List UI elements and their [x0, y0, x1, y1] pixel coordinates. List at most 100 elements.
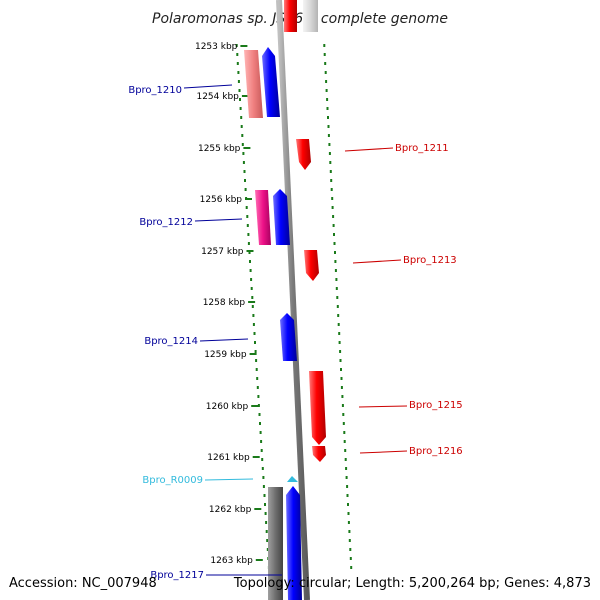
ruler-dot [240, 125, 243, 128]
trna-feature-bpro-r0009 [287, 476, 298, 482]
tick-mark [248, 301, 256, 303]
ruler-dot [249, 269, 252, 272]
ruler-dot [256, 377, 259, 380]
ruler-dot [337, 314, 340, 317]
leader-line-bpro-r0009 [204, 478, 254, 481]
ruler-dot [239, 98, 241, 101]
tick-label: 1255 kbp [198, 144, 241, 154]
gene-label-bpro-1211[interactable]: Bpro_1211 [395, 143, 449, 154]
ruler-dot [337, 323, 340, 326]
ruler-dot [237, 80, 240, 83]
ruler-dot [350, 566, 353, 569]
tick-label: 1259 kbp [204, 350, 247, 360]
leader-line-bpro-1216 [359, 450, 408, 454]
tick-mark [246, 250, 254, 252]
ruler-dot [334, 260, 337, 263]
ruler-dot [343, 431, 346, 434]
gene-label-bpro-1212[interactable]: Bpro_1212 [139, 217, 193, 228]
tick-label: 1260 kbp [206, 402, 249, 412]
ruler-dot [341, 404, 344, 407]
gene-label-bpro-1215[interactable]: Bpro_1215 [409, 400, 463, 411]
leader-line-bpro-1212 [194, 218, 243, 222]
ruler-dot [330, 179, 333, 182]
ruler-dot [331, 197, 334, 200]
ruler-dot [244, 179, 246, 182]
tick-label: 1262 kbp [209, 505, 252, 515]
ruler-dot [345, 467, 348, 470]
ruler-dot [340, 377, 343, 380]
ruler-dot [264, 512, 267, 515]
gene-feature-bpro-1217 [286, 486, 302, 600]
ruler-dot [247, 242, 250, 245]
map-title: Polaromonas sp. JS666, complete genome [152, 11, 448, 27]
ruler-dot [246, 215, 249, 218]
gene-feature-partial-gray [303, 0, 318, 32]
gene-feature-pink [244, 50, 263, 118]
ruler-dot [323, 53, 326, 56]
kbp-ticks: 1253 kbp 1254 kbp 1255 kbp 1256 kbp 1257 kbp… [195, 42, 263, 566]
gene-feature-magenta [255, 190, 271, 245]
genome-info-text: Topology: circular; Length: 5,200,264 bp… [233, 576, 591, 591]
leader-line-bpro-1214 [199, 338, 249, 342]
tick-label: 1258 kbp [203, 298, 246, 308]
ruler-dot [263, 494, 266, 497]
ruler-dot [325, 80, 328, 83]
ruler-dot [341, 395, 344, 398]
ruler-dot [336, 296, 339, 299]
ruler-tracks [235, 44, 353, 569]
ruler-dot [338, 341, 341, 344]
tick-mark [245, 198, 252, 200]
ruler-dot [251, 305, 254, 308]
ruler-dot [347, 512, 350, 515]
ruler-dot [334, 269, 337, 272]
ruler-dot [236, 53, 239, 56]
ruler-dot [237, 71, 240, 74]
ruler-dot [245, 206, 248, 209]
ruler-dot [253, 332, 256, 335]
ruler-dot [260, 440, 263, 443]
tick-label: 1256 kbp [200, 195, 243, 205]
gene-feature-gray [268, 487, 283, 600]
leader-line-bpro-1210 [183, 84, 233, 89]
gene-label-bpro-1213[interactable]: Bpro_1213 [403, 255, 457, 266]
gene-feature-bpro-1211 [296, 139, 311, 170]
ruler-dot [241, 143, 244, 146]
ruler-dot [334, 251, 336, 254]
ruler-dot [264, 503, 266, 506]
ruler-dot [339, 359, 342, 362]
ruler-dot [343, 440, 346, 443]
ruler-dot [339, 350, 342, 353]
ruler-dot [349, 557, 352, 560]
ruler-dot [252, 323, 255, 326]
tick-mark [240, 45, 248, 47]
tick-label: 1253 kbp [195, 42, 238, 52]
ruler-dot [346, 494, 349, 497]
ruler-dot [327, 116, 329, 119]
ruler-dot [247, 233, 250, 236]
tick-label: 1261 kbp [207, 453, 250, 463]
ruler-dot [329, 161, 332, 164]
gene-label-bpro-r0009[interactable]: Bpro_R0009 [142, 475, 203, 486]
ruler-dot [248, 251, 251, 254]
ruler-dot [347, 521, 350, 524]
gene-label-bpro-1216[interactable]: Bpro_1216 [409, 446, 463, 457]
gene-feature-bpro-1212 [273, 189, 290, 245]
ruler-dot [259, 431, 262, 434]
ruler-dot [348, 539, 351, 542]
ruler-dot [240, 116, 243, 119]
ruler-dot [242, 152, 245, 155]
genome-backbone [276, 0, 310, 600]
gene-label-bpro-1210[interactable]: Bpro_1210 [128, 85, 182, 96]
ruler-dot [331, 206, 334, 209]
ruler-dot [266, 548, 269, 551]
ruler-dot [323, 44, 326, 47]
ruler-dot [338, 332, 341, 335]
ruler-dot [344, 458, 347, 461]
ruler-dot [236, 62, 239, 65]
ruler-dot [332, 224, 335, 227]
ruler-dot [244, 188, 247, 191]
ruler-dot [254, 350, 257, 353]
ruler-dot [344, 449, 347, 452]
gene-label-bpro-1217[interactable]: Bpro_1217 [150, 570, 204, 581]
gene-label-bpro-1214[interactable]: Bpro_1214 [144, 336, 198, 347]
